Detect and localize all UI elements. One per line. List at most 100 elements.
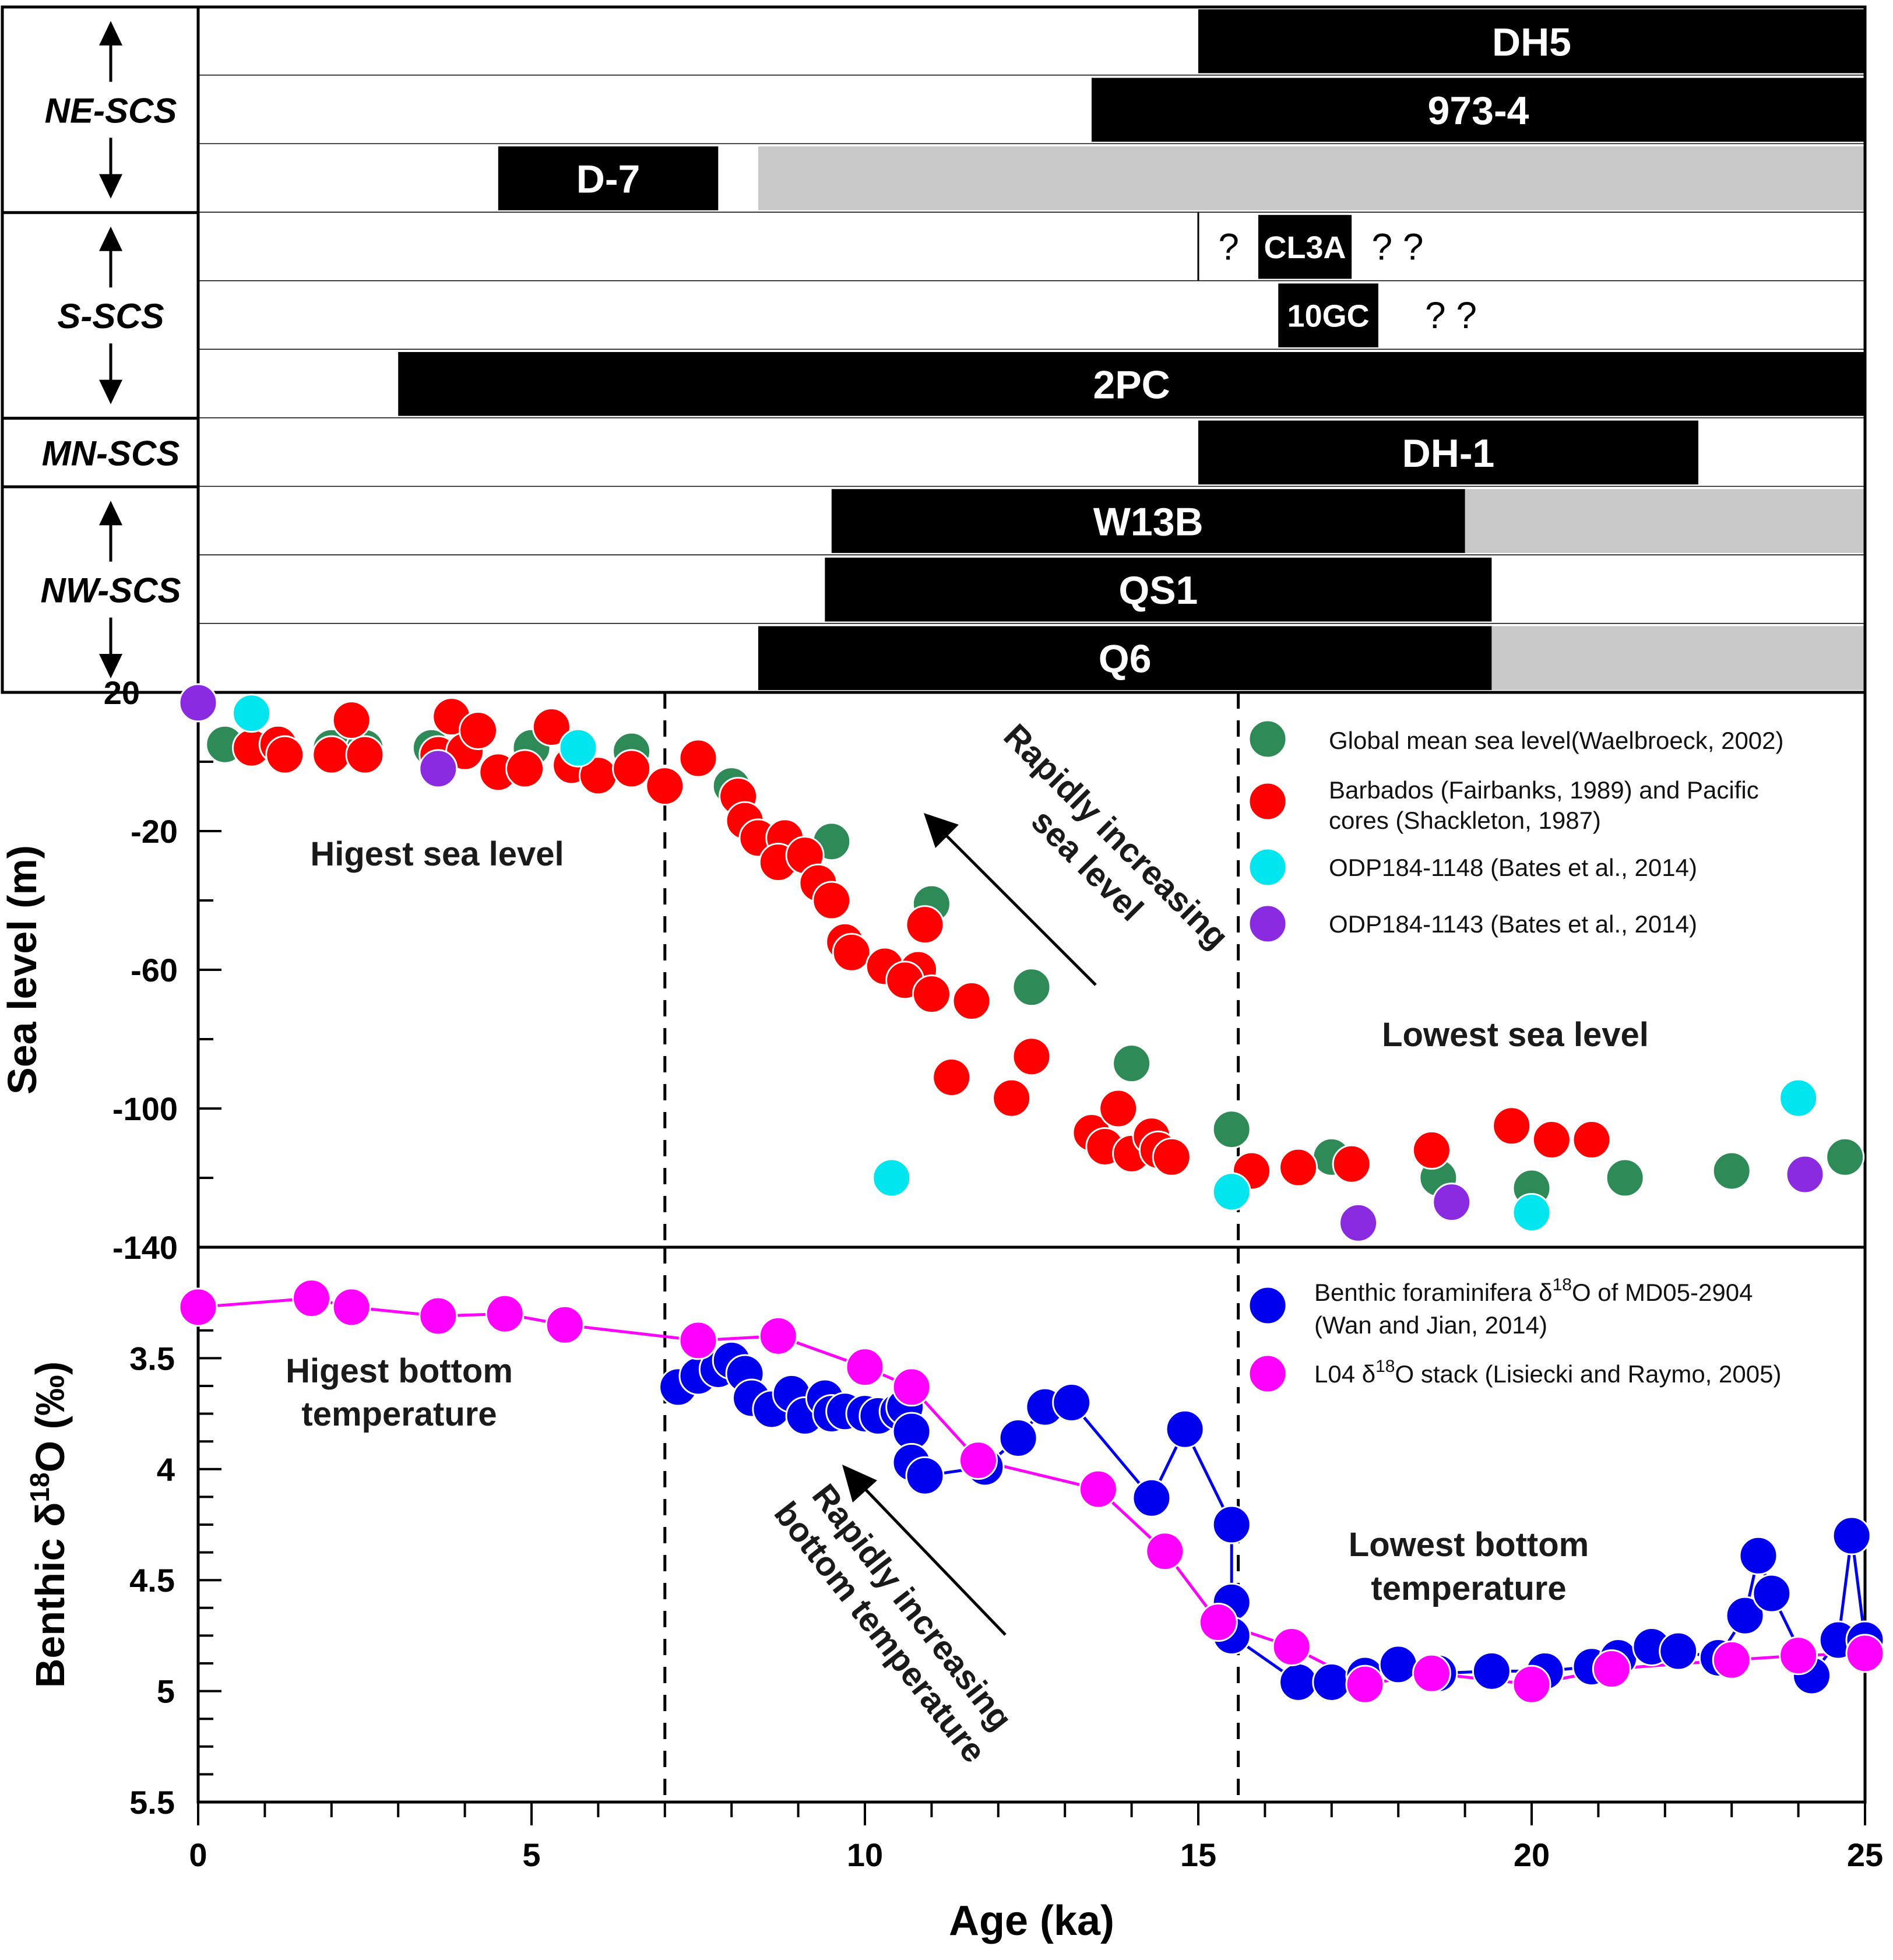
core-bar-q6 (758, 626, 1492, 690)
region-arrow-down-icon (99, 174, 122, 199)
sea-level-point-global-mean-sea-level-wa (1605, 1158, 1645, 1198)
bottom-trend-arrowhead-icon (842, 1465, 877, 1502)
annotation-highest-bottom-line1: Higest bottom (286, 1352, 513, 1390)
legend-label-barbados-line1: Barbados (Fairbanks, 1989) and Pacific (1329, 776, 1759, 804)
x-axis: 0 5 10 15 20 25 Age (ka) (189, 1802, 1883, 1944)
core-bar-2pc (398, 352, 1866, 416)
sea-level-point-global-mean-sea-level-wa (1825, 1137, 1865, 1177)
sea-level-point-barbados-fairbanks-1989- (505, 749, 545, 789)
sea-level-point-barbados-fairbanks-1989- (1152, 1137, 1191, 1177)
benthic-point-l04-18o-stack-lisiec (1845, 1634, 1885, 1673)
region-arrow-down-icon (99, 654, 122, 678)
question-marks-right-cl3a: ? ? (1371, 226, 1423, 268)
sea-level-point-odp184-1148-bates-et-al- (1212, 1172, 1251, 1212)
sea-level-point-barbados-fairbanks-1989- (905, 905, 945, 945)
benthic-point-benthic-foraminifera (1312, 1662, 1352, 1702)
benthic-d18o-panel: 3.5 4 4.5 5 5.5 Benthic δ18O (‰) Higest bottom… (24, 1245, 1885, 1821)
benthic-point-benthic-foraminifera (1212, 1505, 1251, 1544)
sea-level-point-barbados-fairbanks-1989- (912, 974, 951, 1014)
core-bar-cl3a (1258, 214, 1352, 279)
benthic-point-l04-18o-stack-lisiec (1592, 1649, 1631, 1689)
benthic-point-l04-18o-stack-lisiec (758, 1316, 798, 1356)
sea-level-point-barbados-fairbanks-1989- (1412, 1130, 1451, 1170)
benthic-point-l04-18o-stack-lisiec (845, 1347, 885, 1387)
legend-label-global-mean: Global mean sea level(Waelbroeck, 2002) (1329, 727, 1784, 754)
benthic-line-l04-18o-stack-lisiec (198, 1297, 1866, 1686)
benthic-point-l04-18o-stack-lisiec (291, 1279, 331, 1318)
benthic-point-benthic-foraminifera (1659, 1631, 1698, 1671)
annotation-highest-bottom-line2: temperature (301, 1395, 497, 1433)
annotation-lowest-bottom-line2: temperature (1371, 1570, 1566, 1607)
core-label-dh5: DH5 (1492, 20, 1571, 64)
sea-level-point-barbados-fairbanks-1989- (1099, 1089, 1138, 1128)
sea-level-point-barbados-fairbanks-1989- (1532, 1120, 1571, 1160)
sea-level-point-barbados-fairbanks-1989- (1012, 1037, 1051, 1076)
sea-level-point-barbados-fairbanks-1989- (1572, 1120, 1611, 1160)
benthic-point-benthic-foraminifera (1378, 1645, 1418, 1684)
benthic-point-l04-18o-stack-lisiec (892, 1367, 931, 1407)
sea-level-point-barbados-fairbanks-1989- (345, 735, 385, 775)
benthic-ylabel: Benthic δ18O (‰) (24, 1361, 73, 1688)
benthic-ytick-label: 4.5 (129, 1562, 175, 1599)
benthic-point-l04-18o-stack-lisiec (1145, 1532, 1185, 1571)
core-label-q6: Q6 (1099, 637, 1152, 681)
benthic-ytick-label: 5.5 (129, 1784, 175, 1821)
legend-label-barbados-line2: cores (Shackleton, 1987) (1329, 807, 1601, 834)
legend-label-odp1148: ODP184-1148 (Bates et al., 2014) (1329, 854, 1697, 881)
region-arrow-down-icon (99, 379, 122, 404)
sea-level-point-global-mean-sea-level-wa (1112, 1044, 1152, 1083)
x-tick-label: 0 (189, 1836, 207, 1873)
sea-level-trend-arrow (937, 826, 1097, 986)
legend-marker-global-mean-sea-level-wa (1248, 719, 1287, 759)
legend-label-l04-stack: L04 δ18O stack (Lisiecki and Raymo, 2005… (1314, 1357, 1781, 1388)
benthic-point-l04-18o-stack-lisiec (1779, 1636, 1818, 1676)
benthic-point-l04-18o-stack-lisiec (545, 1305, 585, 1345)
region-label-ne-scs: NE-SCS (45, 91, 177, 130)
sea-level-panel: 20 -20 -60 -100 -140 Sea level (m) Higest sea … (0, 674, 1867, 1266)
core-bar-gray-w13b (1465, 489, 1865, 553)
question-marks-cl3a: ? (1218, 226, 1239, 268)
sea-level-point-odp184-1148-bates-et-al- (1779, 1078, 1818, 1118)
core-label-qs1: QS1 (1118, 568, 1198, 613)
legend-marker-odp184-1143-bates-et-al- (1248, 904, 1287, 944)
benthic-ytick-label: 3.5 (129, 1340, 175, 1377)
legend-marker-odp184-1148-bates-et-al- (1248, 847, 1287, 887)
sea-level-ylabel: Sea level (m) (0, 845, 45, 1095)
sea-level-point-odp184-1143-bates-et-al- (1339, 1203, 1378, 1243)
legend-marker-benthic-foraminifera (1248, 1286, 1287, 1325)
question-marks-10gc: ? ? (1425, 294, 1477, 336)
legend-marker-barbados-fairbanks-1989- (1248, 782, 1287, 821)
sea-level-point-barbados-fairbanks-1989- (952, 981, 991, 1021)
x-tick-label: 10 (847, 1836, 883, 1873)
benthic-point-benthic-foraminifera (1739, 1536, 1778, 1575)
benthic-point-l04-18o-stack-lisiec (1345, 1665, 1385, 1704)
core-label-dh-1: DH-1 (1402, 431, 1495, 476)
benthic-point-l04-18o-stack-lisiec (958, 1441, 998, 1480)
benthic-point-benthic-foraminifera (1165, 1409, 1205, 1449)
sea-level-point-odp184-1143-bates-et-al- (178, 683, 218, 723)
core-bar-gray-q6 (1491, 626, 1865, 690)
core-bar-qs1 (825, 557, 1492, 622)
sea-level-point-barbados-fairbanks-1989- (458, 710, 498, 750)
x-axis-label: Age (ka) (949, 1898, 1114, 1944)
benthic-point-l04-18o-stack-lisiec (1412, 1653, 1451, 1693)
sea-level-point-global-mean-sea-level-wa (1712, 1151, 1751, 1191)
benthic-ytick-label: 5 (157, 1673, 175, 1710)
benthic-point-benthic-foraminifera (1472, 1651, 1511, 1691)
core-label-cl3a: CL3A (1264, 230, 1346, 265)
core-label-973-4: 973-4 (1428, 89, 1529, 133)
region-arrow-up-icon (99, 226, 122, 251)
x-tick-label: 25 (1847, 1836, 1883, 1873)
core-bar-973-4 (1091, 78, 1865, 142)
sea-level-point-barbados-fairbanks-1989- (1332, 1144, 1371, 1184)
x-tick-label: 5 (522, 1836, 540, 1873)
core-bar-d-7 (498, 146, 719, 210)
sea-level-point-odp184-1148-bates-et-al- (1512, 1193, 1551, 1232)
sea-level-point-odp184-1148-bates-et-al- (872, 1158, 912, 1198)
core-bar-w13b (831, 489, 1465, 553)
legend-label-benthic-line1: Benthic foraminifera δ18O of MD05-2904 (1314, 1275, 1753, 1306)
legend-label-benthic-line2: (Wan and Jian, 2014) (1314, 1311, 1547, 1339)
core-label-w13b: W13B (1093, 499, 1204, 544)
